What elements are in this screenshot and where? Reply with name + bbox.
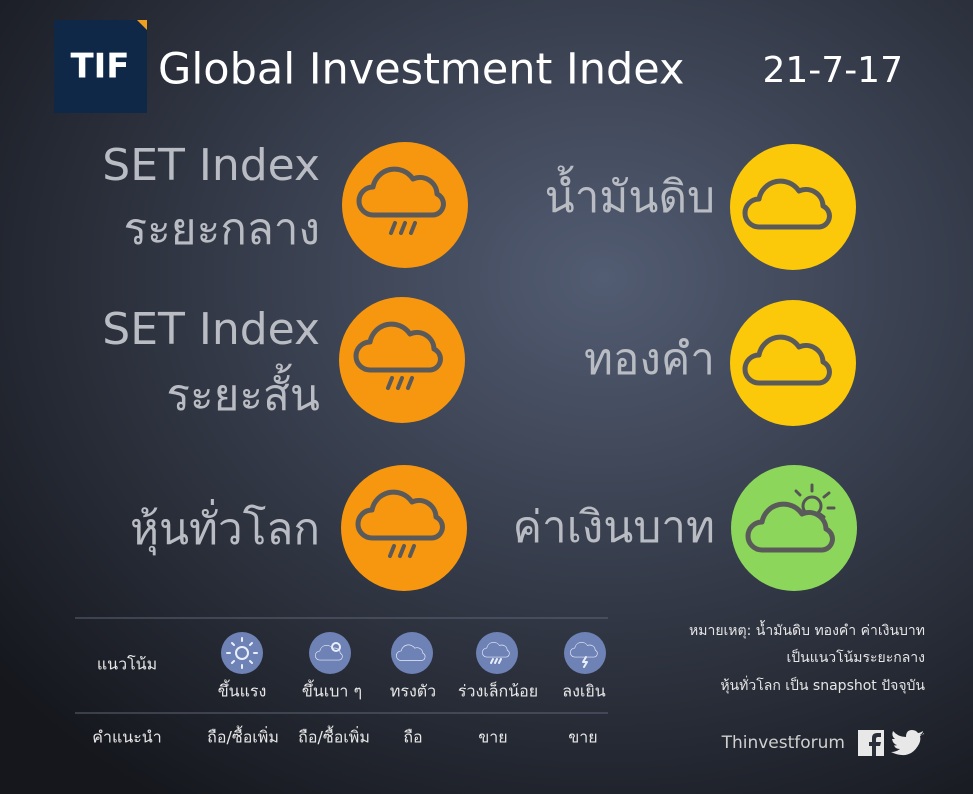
icon-part (309, 632, 351, 674)
icon-part (730, 300, 856, 426)
title: Global Investment Index (158, 45, 684, 95)
twitter-icon[interactable] (891, 730, 924, 756)
legend-advice: ถือ (403, 728, 422, 747)
legend-advice: ขาย (568, 728, 597, 747)
icon-part (582, 656, 588, 668)
item-label: SET Index (102, 304, 320, 355)
icon-part (341, 465, 467, 591)
icon-part (221, 632, 263, 674)
legend-row-label: แนวโน้ม (97, 655, 157, 674)
item-label: SET Index (102, 140, 320, 191)
logo: TIF (70, 47, 129, 87)
legend-advice: ถือ/ซื้อเพิ่ม (207, 726, 279, 747)
icon-part (476, 632, 518, 674)
logo-accent (137, 20, 147, 30)
note: หุ้นทั่วโลก เป็น snapshot ปัจจุบัน (720, 676, 925, 694)
icon-part (476, 632, 518, 674)
note: หมายเหตุ: น้ำมันดิบ ทองคำ ค่าเงินบาท (689, 620, 925, 639)
item-label: ค่าเงินบาท (513, 502, 715, 553)
icon-part (339, 297, 465, 423)
icon-part (490, 658, 502, 664)
icon-part (730, 144, 856, 270)
legend-advice: ถือ/ซื้อเพิ่ม (298, 726, 370, 747)
icon-part (331, 642, 341, 652)
legend-advice: ขาย (478, 728, 507, 747)
item-label: ระยะกลาง (124, 204, 320, 255)
icon-part (309, 632, 351, 674)
legend-trend: ขึ้นแรง (218, 680, 267, 701)
icon-part (564, 632, 606, 674)
icon-part (564, 632, 606, 674)
legend-trend: ลงเยิน (562, 682, 605, 701)
item-label: ทองคำ (584, 334, 715, 385)
icon-cloud (730, 144, 856, 270)
legend-icons (221, 632, 606, 674)
note: เป็นแนวโน้มระยะกลาง (786, 648, 925, 666)
icon-part (226, 637, 258, 669)
icon-part (391, 632, 433, 674)
icon-rain (339, 297, 465, 423)
brand: Thinvestforum (721, 733, 845, 753)
facebook-icon[interactable] (858, 730, 884, 756)
legend-trend: ทรงตัว (390, 682, 436, 701)
icon-part (869, 733, 881, 756)
item-label: น้ำมันดิบ (545, 165, 715, 223)
date: 21-7-17 (762, 50, 903, 91)
item-label: หุ้นทั่วโลก (130, 498, 320, 556)
icon-rain (342, 142, 468, 268)
logo-box (54, 20, 147, 113)
icon-part (391, 632, 433, 674)
icon-part (342, 142, 468, 268)
item-label: ระยะสั้น (166, 363, 320, 421)
legend-trend: ร่วงเล็กน้อย (458, 681, 538, 701)
icon-part (235, 646, 249, 660)
legend-trend: ขึ้นเบา ๆ (302, 680, 362, 701)
icon-rain (341, 465, 467, 591)
icon-cloud (730, 300, 856, 426)
legend-row-label: คำแนะนำ (92, 728, 161, 747)
icon-partly-sunny (731, 465, 857, 591)
